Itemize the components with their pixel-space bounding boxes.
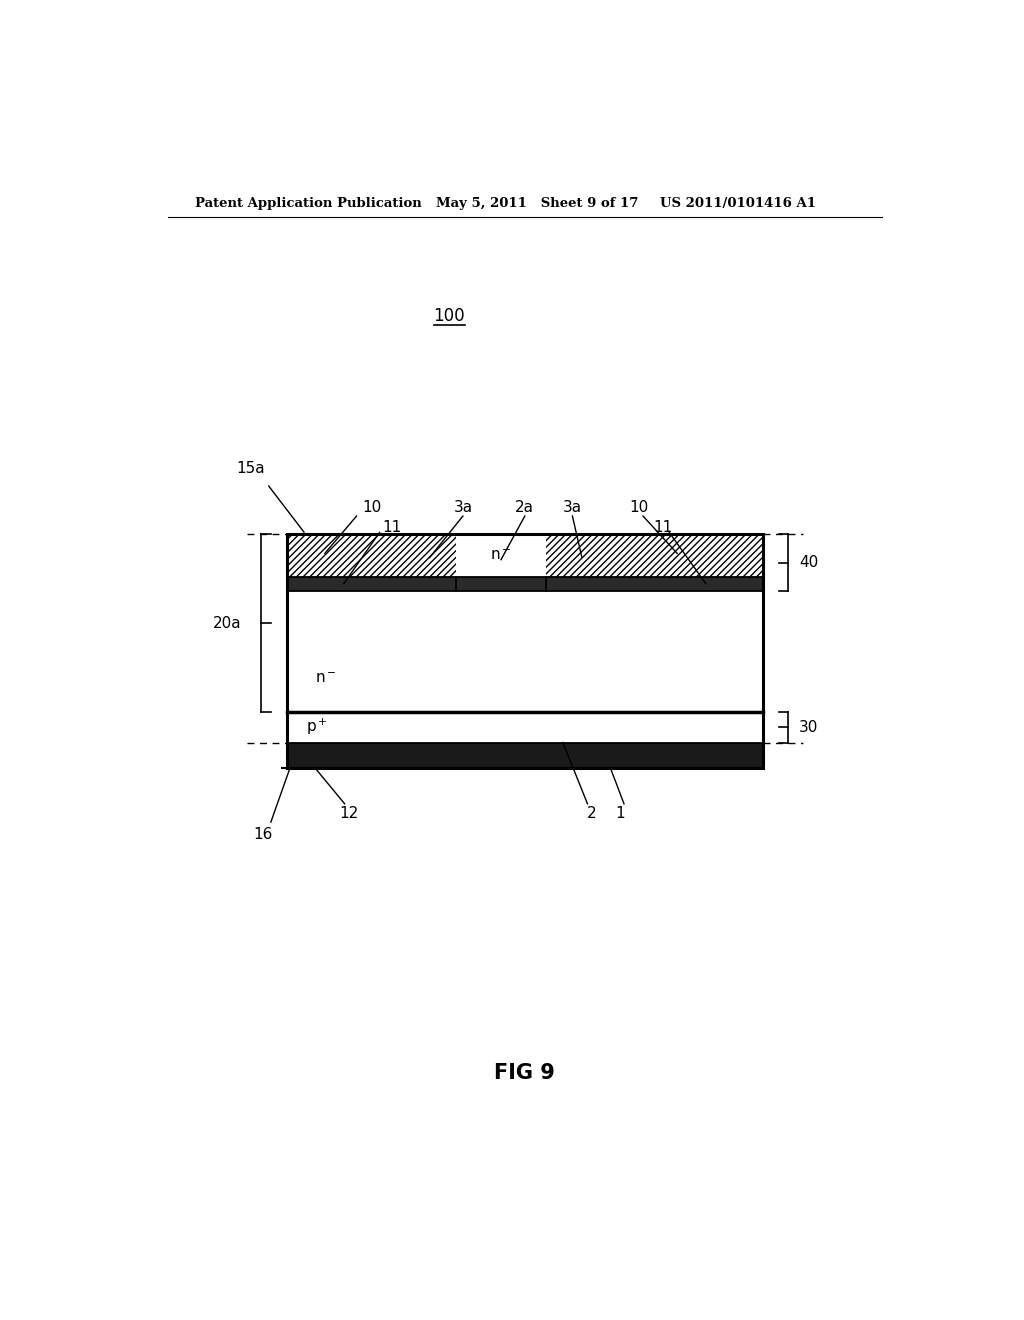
Text: 10: 10	[362, 500, 382, 515]
Bar	[456, 535, 546, 577]
Text: 3a: 3a	[454, 500, 472, 515]
Text: 1: 1	[615, 807, 625, 821]
Text: 10: 10	[630, 500, 648, 515]
Bar	[546, 535, 763, 577]
Text: 3a: 3a	[563, 500, 582, 515]
Text: 40: 40	[800, 554, 818, 570]
Bar	[287, 577, 763, 590]
Bar	[287, 711, 763, 743]
Text: 100: 100	[433, 308, 465, 325]
Text: 11: 11	[382, 520, 401, 535]
Bar	[287, 590, 763, 711]
Text: 16: 16	[253, 826, 272, 842]
Text: US 2011/0101416 A1: US 2011/0101416 A1	[659, 197, 816, 210]
Text: n$^-$: n$^-$	[315, 671, 337, 685]
Text: 20a: 20a	[213, 616, 242, 631]
Text: 15a: 15a	[237, 461, 265, 477]
Text: p$^+$: p$^+$	[306, 717, 328, 738]
Bar	[287, 535, 763, 768]
Text: n$^-$: n$^-$	[490, 548, 512, 564]
Text: 30: 30	[799, 719, 818, 735]
Bar	[287, 743, 763, 768]
Text: May 5, 2011   Sheet 9 of 17: May 5, 2011 Sheet 9 of 17	[436, 197, 638, 210]
Bar	[287, 535, 456, 577]
Text: 2: 2	[587, 807, 596, 821]
Text: 12: 12	[339, 807, 358, 821]
Text: FIG 9: FIG 9	[495, 1063, 555, 1084]
Text: Patent Application Publication: Patent Application Publication	[196, 197, 422, 210]
Text: 2a: 2a	[515, 500, 535, 515]
Text: 11: 11	[653, 520, 673, 535]
